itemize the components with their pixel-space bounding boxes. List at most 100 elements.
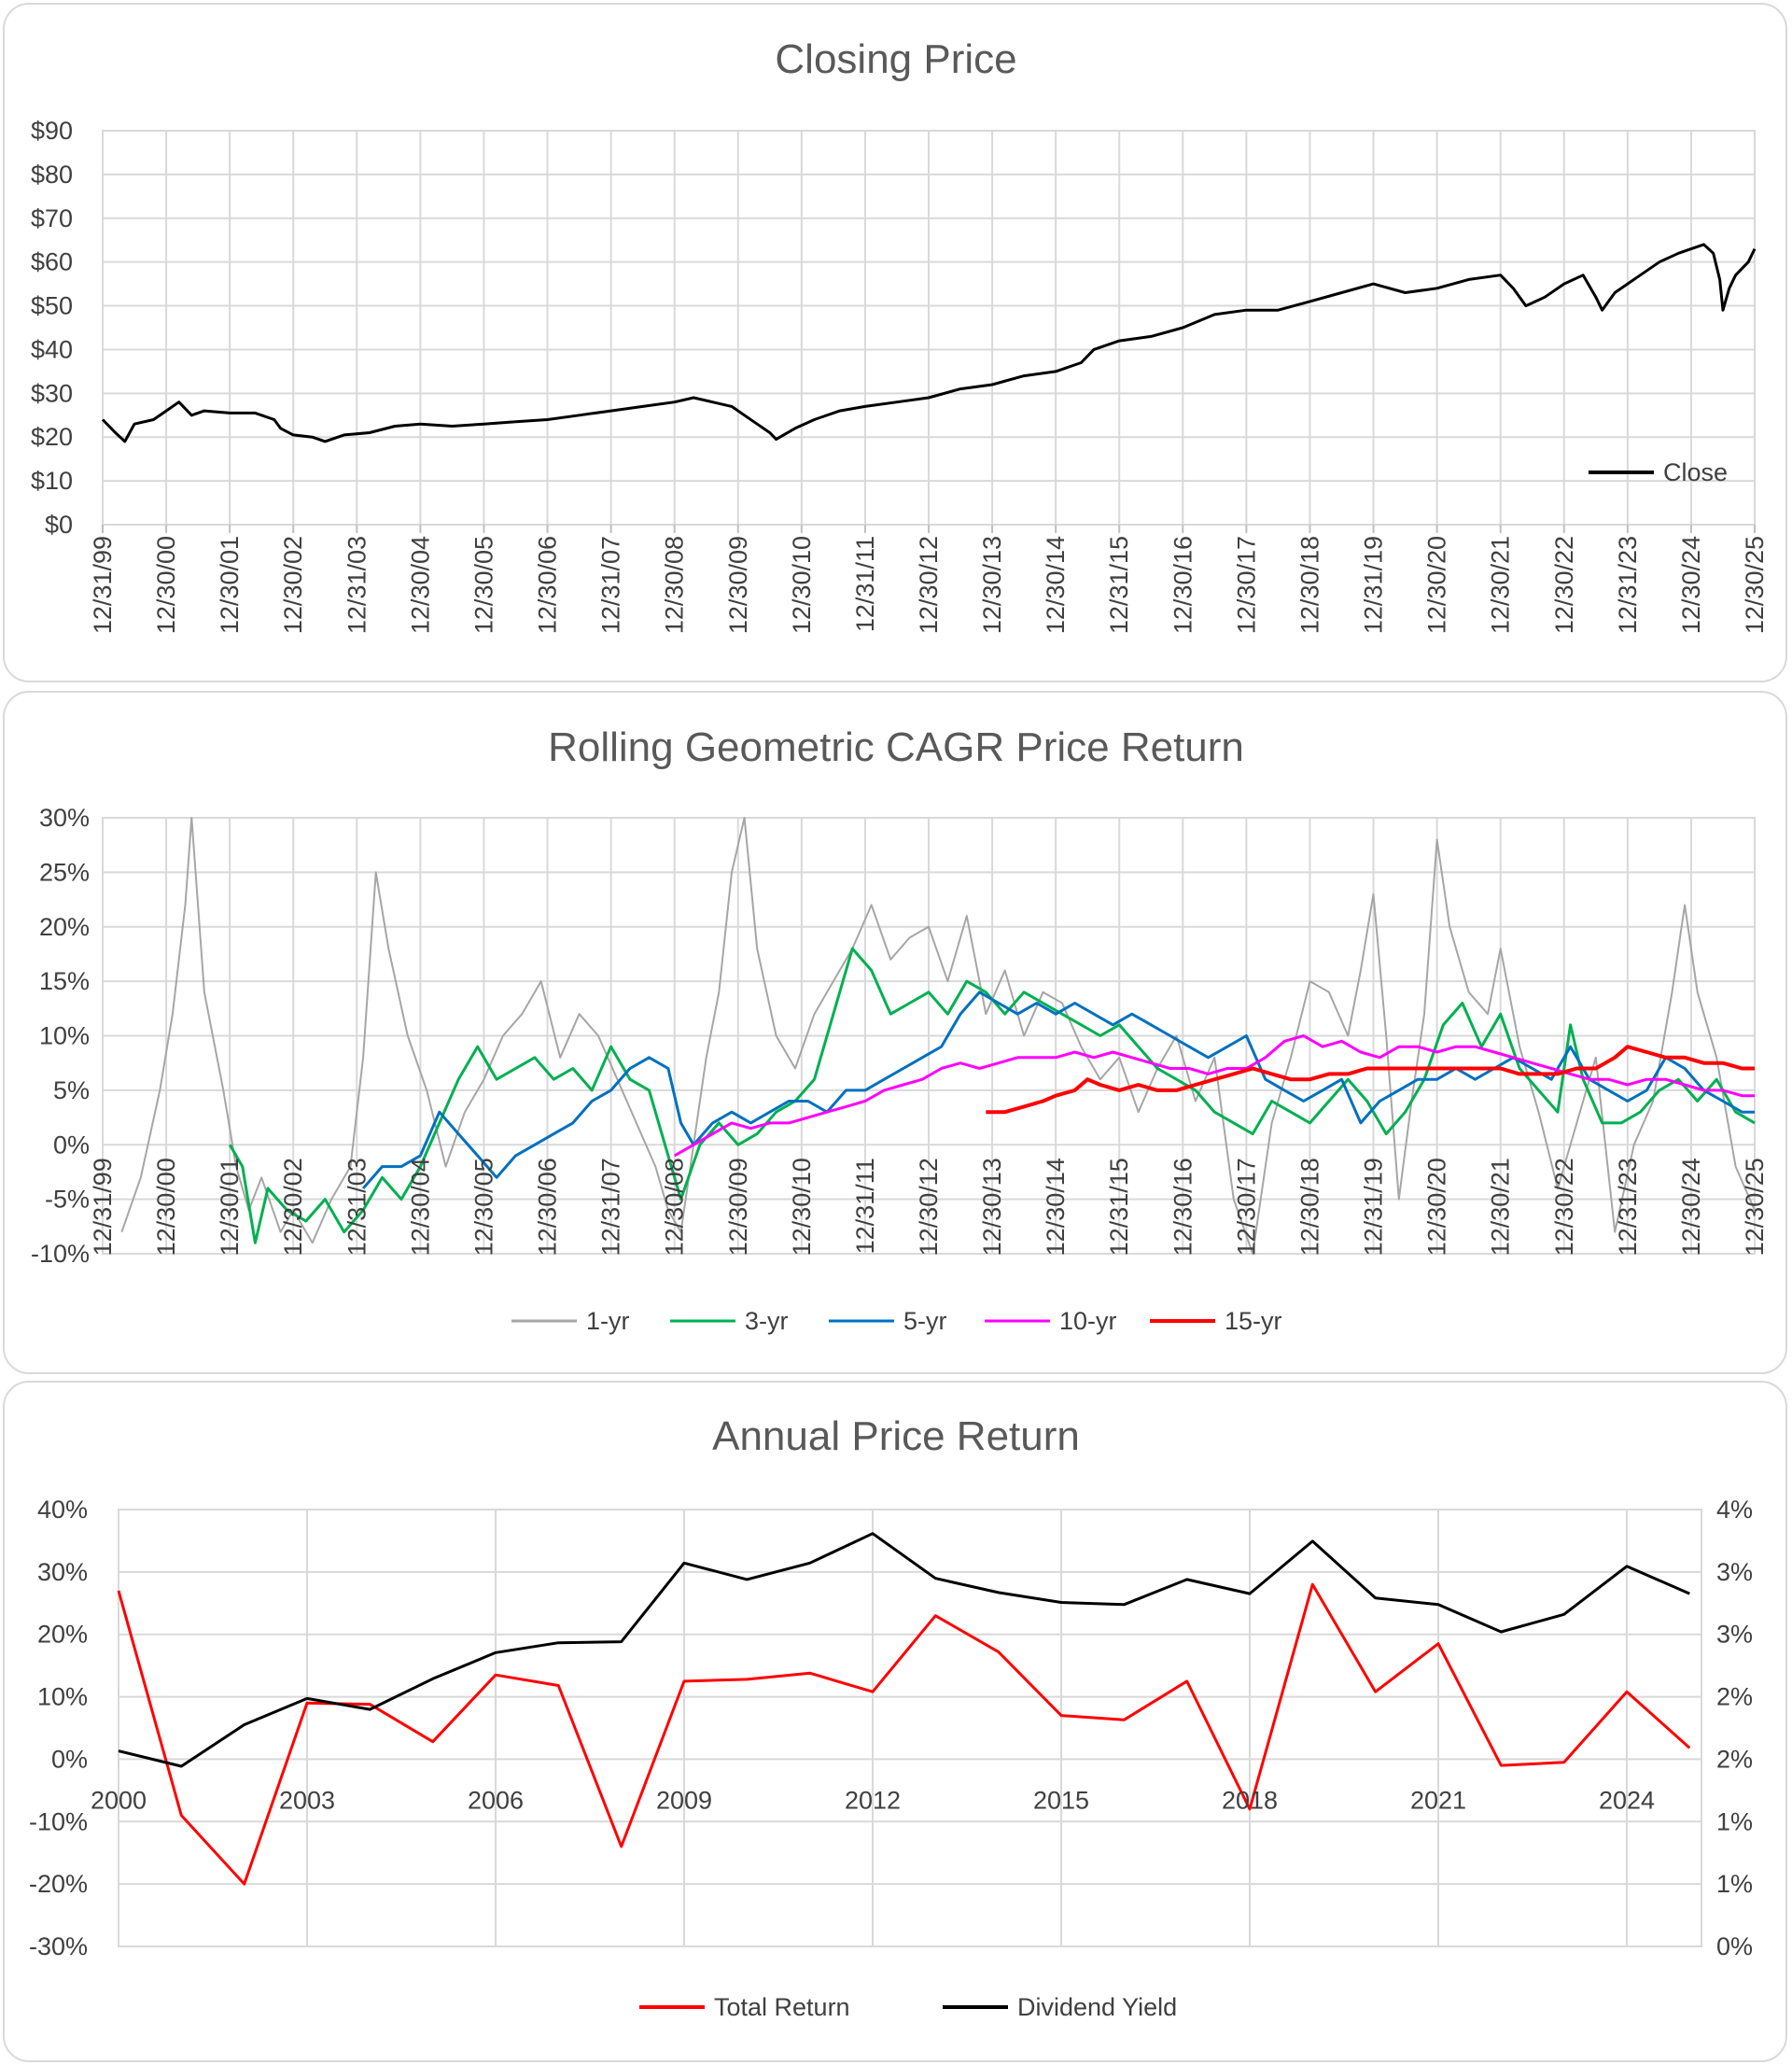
chart3-x-tick: 2015 — [1033, 1786, 1089, 1814]
chart1-y-tick: $80 — [31, 161, 73, 189]
legend-3-yr-label: 3-yr — [745, 1307, 789, 1335]
chart1-x-tick: 12/30/01 — [216, 536, 244, 634]
chart2-x-tick: 12/30/12 — [915, 1158, 943, 1256]
chart1-x-tick: 12/30/14 — [1042, 536, 1070, 634]
chart1-x-tick: 12/31/15 — [1105, 536, 1133, 634]
chart2-x-tick: 12/30/20 — [1423, 1158, 1451, 1256]
chart3-y-left-tick: 40% — [37, 1496, 88, 1524]
chart3-y-left-tick: 0% — [51, 1745, 88, 1773]
chart3-y-left-tick: 20% — [37, 1621, 88, 1649]
chart1-x-tick: 12/30/20 — [1423, 536, 1451, 634]
chart2-x-tick: 12/31/03 — [343, 1158, 371, 1256]
chart2-x-tick: 12/31/19 — [1360, 1158, 1388, 1256]
series-10-yr-line — [673, 1034, 1755, 1158]
chart2-x-tick: 12/30/10 — [788, 1158, 816, 1256]
chart1-y-tick: $70 — [31, 204, 73, 232]
chart3-y-left-tick: -10% — [29, 1807, 88, 1835]
chart1-x-tick: 12/30/16 — [1169, 536, 1197, 634]
chart2-y-tick: 30% — [39, 804, 90, 832]
chart3-y-right-tick: 2% — [1716, 1745, 1753, 1773]
chart3-y-left-tick: -20% — [29, 1870, 88, 1898]
chart3-x-tick: 2024 — [1599, 1786, 1655, 1814]
chart3-x-tick: 2021 — [1410, 1786, 1466, 1814]
chart3-x-tick: 2012 — [845, 1786, 901, 1814]
chart2-y-tick: 10% — [39, 1022, 90, 1050]
series-dividend-yield-line — [118, 1532, 1690, 1768]
chart2-x-tick: 12/30/01 — [216, 1158, 244, 1256]
chart1-title: Closing Price — [775, 36, 1016, 82]
series-1-yr-line — [120, 817, 1756, 1255]
chart3-y-right-tick: 3% — [1716, 1558, 1753, 1586]
series-close-line — [101, 243, 1757, 443]
chart2-x-tick: 12/30/16 — [1169, 1158, 1197, 1256]
chart3-y-right-tick: 0% — [1716, 1932, 1753, 1960]
chart2-x-tick: 12/30/21 — [1487, 1158, 1515, 1256]
chart1-x-tick: 12/30/09 — [724, 536, 752, 634]
chart2-y-tick: -5% — [45, 1186, 90, 1214]
legend-total-return-label: Total Return — [714, 1993, 850, 2021]
legend-15-yr-label: 15-yr — [1225, 1307, 1282, 1335]
legend-dividend-yield-label: Dividend Yield — [1017, 1993, 1177, 2021]
closing-price-panel — [3, 3, 1787, 682]
chart1-x-tick: 12/30/04 — [406, 536, 434, 634]
series-15-yr-line — [986, 1045, 1755, 1115]
chart3-x-tick: 2006 — [468, 1786, 524, 1814]
chart2-x-tick: 12/31/23 — [1614, 1158, 1642, 1256]
chart1-x-tick: 12/30/18 — [1295, 536, 1323, 634]
chart3-y-right-tick: 1% — [1716, 1870, 1753, 1898]
chart1-x-tick: 12/30/17 — [1232, 536, 1260, 634]
chart3-y-left-tick: 10% — [37, 1683, 88, 1711]
chart1-x-tick: 12/30/21 — [1487, 536, 1515, 634]
chart2-x-tick: 12/30/14 — [1042, 1158, 1070, 1256]
chart1-x-tick: 12/30/24 — [1677, 536, 1705, 634]
chart1-y-tick: $60 — [31, 248, 73, 276]
chart1-x-tick: 12/30/13 — [978, 536, 1006, 634]
chart1-y-tick: $50 — [31, 292, 73, 320]
chart1-y-tick: $90 — [31, 117, 73, 145]
chart2-y-tick: 15% — [39, 967, 90, 995]
chart1-x-tick: 12/31/11 — [851, 536, 879, 632]
chart1-x-tick: 12/30/08 — [661, 536, 689, 634]
chart1-y-tick: $40 — [31, 335, 73, 363]
chart2-x-tick: 12/30/25 — [1741, 1158, 1769, 1256]
chart1-x-tick: 12/30/06 — [534, 536, 562, 634]
legend-5-yr-label: 5-yr — [903, 1307, 947, 1335]
chart2-y-tick: 0% — [53, 1131, 90, 1159]
chart1-x-tick: 12/30/22 — [1550, 536, 1578, 634]
chart2-x-tick: 12/30/17 — [1232, 1158, 1260, 1256]
chart2-x-tick: 12/30/08 — [661, 1158, 689, 1256]
chart1-x-tick: 12/30/05 — [469, 536, 497, 634]
chart1-x-tick: 12/30/25 — [1741, 536, 1769, 634]
chart2-x-tick: 12/30/02 — [279, 1158, 307, 1256]
chart2-x-tick: 12/31/99 — [89, 1158, 117, 1256]
chart2-title: Rolling Geometric CAGR Price Return — [548, 724, 1244, 770]
chart1-x-tick: 12/31/99 — [89, 536, 117, 634]
series-total-return-line — [117, 1582, 1691, 1886]
chart3-y-left-tick: -30% — [29, 1932, 88, 1960]
chart3-x-tick: 2000 — [91, 1786, 147, 1814]
chart3-x-tick: 2003 — [279, 1786, 335, 1814]
chart2-y-tick: 20% — [39, 913, 90, 941]
chart1-y-tick: $20 — [31, 423, 73, 451]
chart1-x-tick: 12/30/12 — [915, 536, 943, 634]
chart3-x-tick: 2009 — [656, 1786, 712, 1814]
chart1-legend: Close — [1589, 458, 1728, 486]
chart2-x-tick: 12/31/15 — [1105, 1158, 1133, 1256]
chart3-y-right-tick: 1% — [1716, 1807, 1753, 1835]
chart2-x-tick: 12/30/22 — [1550, 1158, 1578, 1256]
legend-10-yr-label: 10-yr — [1059, 1307, 1117, 1335]
legend-1-yr-label: 1-yr — [586, 1307, 630, 1335]
chart3-y-right-tick: 3% — [1716, 1621, 1753, 1649]
chart1-x-tick: 12/31/23 — [1614, 536, 1642, 634]
chart2-x-tick: 12/30/05 — [469, 1158, 497, 1256]
chart2-x-tick: 12/30/18 — [1295, 1158, 1323, 1256]
chart2-x-tick: 12/30/24 — [1677, 1158, 1705, 1256]
chart1-x-tick: 12/31/07 — [597, 536, 625, 634]
chart2-x-tick: 12/30/13 — [978, 1158, 1006, 1256]
chart3-legend: Total Return Dividend Yield — [639, 1993, 1177, 2021]
chart1-x-tick: 12/30/10 — [788, 536, 816, 634]
chart2-legend: 1-yr 3-yr 5-yr 10-yr 15-yr — [511, 1307, 1282, 1335]
legend-close-label: Close — [1663, 458, 1728, 486]
chart1-y-tick: $0 — [45, 511, 73, 539]
